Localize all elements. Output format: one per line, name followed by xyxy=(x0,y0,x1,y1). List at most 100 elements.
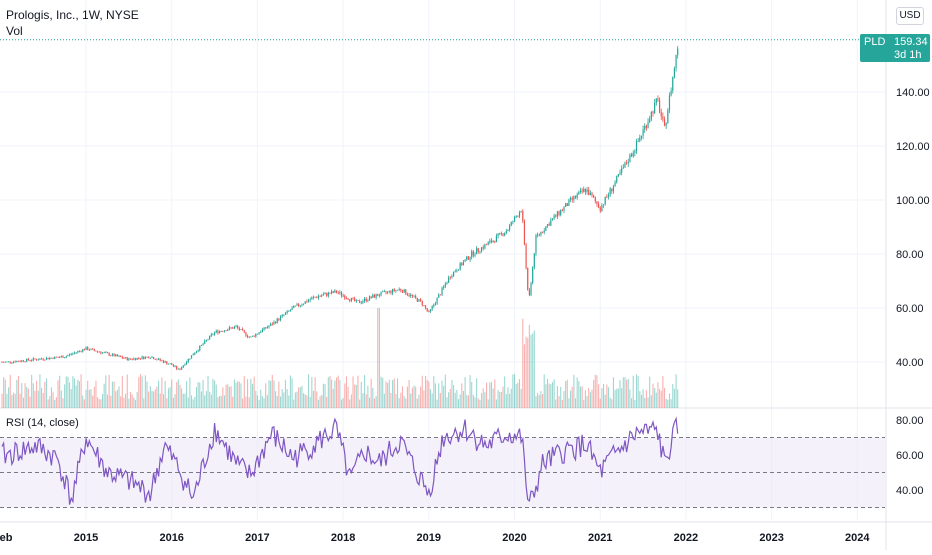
volume-bar xyxy=(283,392,285,408)
candle-body xyxy=(52,357,54,359)
candle-body xyxy=(324,293,326,295)
volume-bar xyxy=(62,398,64,408)
volume-bar xyxy=(228,386,230,408)
candle-body xyxy=(288,310,290,312)
volume-bar xyxy=(199,382,201,408)
currency-button[interactable]: USD xyxy=(896,7,924,25)
time-axis-tick-label: 2024 xyxy=(845,532,870,544)
volume-bar xyxy=(484,392,486,408)
volume-bar xyxy=(637,376,639,408)
candle-body xyxy=(31,360,33,362)
candle-body xyxy=(598,203,600,208)
volume-bar xyxy=(616,388,618,408)
volume-bar xyxy=(403,395,405,408)
candle-body xyxy=(171,363,173,365)
candle-body xyxy=(537,234,539,236)
volume-bar xyxy=(133,397,135,408)
candle-body xyxy=(426,308,428,312)
volume-bar xyxy=(423,390,425,408)
candle-body xyxy=(265,327,267,329)
candle-body xyxy=(214,332,216,335)
volume-bar xyxy=(388,379,390,408)
candle-body xyxy=(530,283,532,296)
volume-bar xyxy=(78,381,81,408)
volume-bar xyxy=(146,381,148,408)
volume-bar xyxy=(607,387,610,408)
rsi-label: RSI (14, close) xyxy=(6,417,79,429)
candle-body xyxy=(452,271,455,277)
volume-bar xyxy=(200,391,202,408)
volume-bar xyxy=(431,393,433,408)
volume-bar xyxy=(161,377,163,408)
volume-bar xyxy=(184,393,186,408)
candle-body xyxy=(164,361,166,363)
volume-bar xyxy=(125,393,127,408)
candle-body xyxy=(129,358,132,360)
axes: 40.00 60.00 80.00 100.00 120.00 140.00 40.00 60… xyxy=(0,87,930,544)
candle-body xyxy=(627,162,629,164)
candle-body xyxy=(72,353,74,355)
volume-bar xyxy=(19,393,21,408)
volume-bar xyxy=(514,374,516,408)
volume-bar xyxy=(471,381,473,408)
candle-body xyxy=(210,334,212,336)
candle-body xyxy=(614,182,616,187)
candle-body xyxy=(11,362,13,364)
volume-bar xyxy=(380,376,382,408)
candle-body xyxy=(108,353,110,356)
volume-bar xyxy=(176,382,178,408)
volume-bar xyxy=(307,374,310,408)
volume-bar xyxy=(416,398,418,408)
volume-bar xyxy=(250,378,252,408)
candle-body xyxy=(446,282,448,284)
candle-body xyxy=(357,300,359,301)
volume-bar xyxy=(232,396,234,408)
volume-bar xyxy=(535,396,537,408)
volume-bar xyxy=(314,377,316,408)
candle-body xyxy=(314,296,316,298)
candle-body xyxy=(368,296,371,301)
volume-bar xyxy=(606,384,608,408)
candle-body xyxy=(50,357,53,359)
volume-bar xyxy=(621,388,623,408)
volume-bar xyxy=(220,395,222,408)
volume-bar xyxy=(32,383,34,408)
candle-body xyxy=(204,340,206,344)
volume-bar xyxy=(586,396,588,408)
volume-bar xyxy=(9,374,11,408)
candle-body xyxy=(248,336,250,338)
candle-body xyxy=(494,240,496,243)
candle-body xyxy=(266,327,268,329)
candle-body xyxy=(546,224,549,227)
volume-bar xyxy=(581,386,583,408)
volume-bar xyxy=(443,385,445,408)
volume-bar xyxy=(106,394,109,408)
time-axis-tick-label: 2021 xyxy=(588,532,612,544)
candle-body xyxy=(454,271,456,273)
candle-body xyxy=(347,298,349,300)
candle-body xyxy=(540,231,542,235)
candle-body xyxy=(235,326,237,327)
volume-bar xyxy=(459,394,461,408)
volume-bar xyxy=(329,376,331,408)
volume-bar xyxy=(663,387,666,408)
volume-bar xyxy=(202,379,204,408)
volume-bar xyxy=(207,376,209,408)
candle-body xyxy=(395,290,397,292)
candle-body xyxy=(606,196,608,198)
candle-body xyxy=(360,302,362,304)
candle-body xyxy=(579,190,582,192)
candle-body xyxy=(359,300,361,303)
volume-bar xyxy=(654,388,656,408)
candle-body xyxy=(209,335,211,340)
candle-body xyxy=(207,339,209,341)
candle-body xyxy=(482,247,484,249)
volume-bar xyxy=(406,386,408,408)
volume-bar xyxy=(528,324,530,408)
candle-body xyxy=(212,334,214,336)
volume-bar xyxy=(90,389,92,408)
candle-body xyxy=(98,351,100,353)
